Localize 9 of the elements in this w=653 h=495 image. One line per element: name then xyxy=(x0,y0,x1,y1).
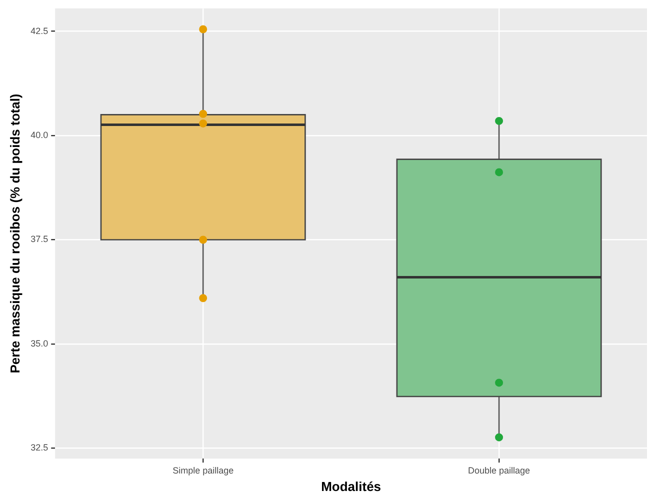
y-tick-label: 32.5 xyxy=(30,442,48,453)
y-tick-label: 42.5 xyxy=(30,26,48,36)
y-tick-label: 35.0 xyxy=(30,338,48,348)
x-tick-label: Double paillage xyxy=(468,465,530,476)
x-tick-label: Simple paillage xyxy=(172,465,234,476)
y-axis-title: Perte massique du rooibos (% du poids total) xyxy=(7,94,22,374)
x-axis-title: Modalités xyxy=(321,478,382,494)
y-tick-label: 40.0 xyxy=(30,130,48,140)
y-tick-label: 37.5 xyxy=(30,234,48,244)
